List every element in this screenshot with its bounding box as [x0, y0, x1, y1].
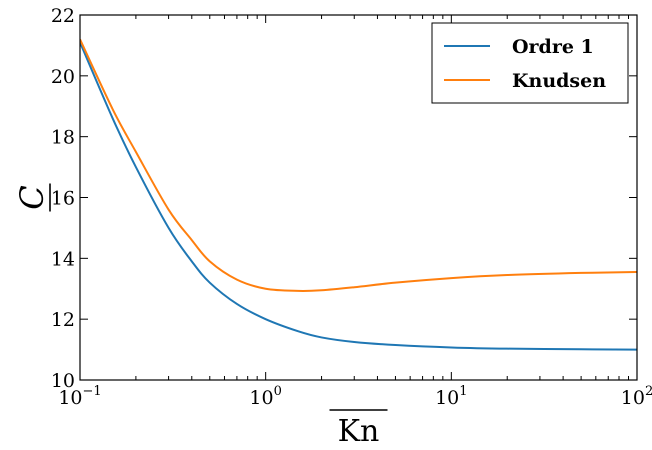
y-tick-label: 22 [51, 5, 75, 27]
series-layer [80, 38, 637, 351]
series-line-ordre-1 [80, 41, 637, 351]
y-tick-label: 16 [51, 188, 75, 210]
x-axis-label: Kn [329, 409, 388, 449]
ticks-layer [79, 14, 638, 381]
y-tick-label: 18 [51, 127, 75, 149]
y-axis-label-text: C [13, 185, 51, 209]
legend: Ordre 1 Knudsen [431, 22, 629, 104]
legend-box [431, 22, 629, 104]
x-tick-label: 100 [249, 384, 281, 409]
y-tick-label: 12 [51, 309, 75, 331]
legend-label-ordre-1: Ordre 1 [512, 36, 594, 58]
y-tick-label: 10 [51, 370, 75, 392]
x-tick-label: 10−1 [58, 384, 101, 409]
legend-label-knudsen: Knudsen [512, 70, 606, 92]
series-line-knudsen [80, 38, 637, 292]
y-axis-label: C [13, 183, 51, 212]
tick-labels-layer: 10 12 14 16 18 20 22 10−1 100 101 102 [51, 5, 652, 409]
x-tick-label: 102 [621, 384, 652, 409]
y-tick-label: 20 [51, 66, 75, 88]
y-tick-label: 14 [51, 248, 75, 270]
x-tick-label: 101 [435, 384, 467, 409]
x-axis-label-text: Kn [338, 414, 380, 449]
